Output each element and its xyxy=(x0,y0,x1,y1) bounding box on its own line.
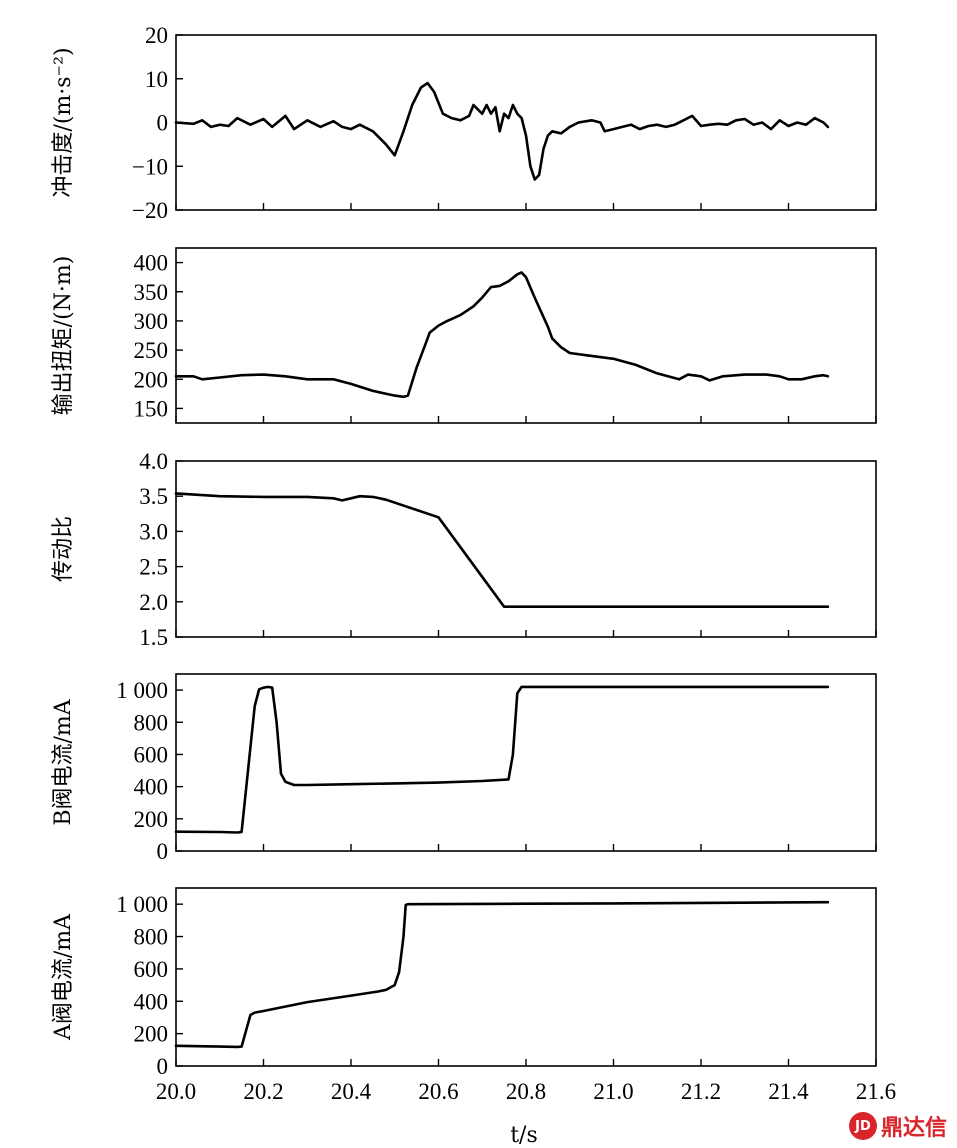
series-line xyxy=(174,492,830,608)
y-tick-label: 200 xyxy=(134,807,169,832)
plot-frame xyxy=(175,460,877,638)
y-tick-label: 0 xyxy=(157,839,169,864)
y-tick-label: 400 xyxy=(134,251,169,276)
plot-frame xyxy=(175,887,877,1067)
x-tick-label: 21.4 xyxy=(768,1079,809,1104)
y-tick-label: 1 000 xyxy=(116,678,168,703)
y-tick-label: 800 xyxy=(134,710,169,735)
y-tick-label: −10 xyxy=(132,154,168,179)
y-tick-label: 10 xyxy=(145,67,168,92)
y-tick-label: −20 xyxy=(132,198,168,223)
x-axis: 20.0 20.2 20.4 20.6 20.8 21.0 21.2 21.4 21.6 t/s xyxy=(156,1079,896,1148)
y-tick-label: 250 xyxy=(134,338,169,363)
series-line xyxy=(174,271,830,399)
y-tick-label: 2.0 xyxy=(139,590,168,615)
watermark: JD 鼎达信 xyxy=(848,1110,947,1142)
y-tick-label: 400 xyxy=(134,775,169,800)
x-tick-label: 21.6 xyxy=(856,1079,896,1104)
series-line xyxy=(174,900,830,1049)
y-tick-label: 600 xyxy=(134,742,169,767)
y-tick-label: 20 xyxy=(145,23,168,48)
x-tick-label: 20.2 xyxy=(243,1079,283,1104)
panel-4: 1 000 800 600 400 200 0 B阀电流/mA xyxy=(51,673,877,864)
y-tick-label: 200 xyxy=(134,1022,169,1047)
y-axis-title: A阀电流/mA xyxy=(51,913,76,1041)
x-tick-label: 20.4 xyxy=(331,1079,372,1104)
panel-2: 400 350 300 250 200 150 输出扭矩/(N·m) xyxy=(51,247,877,424)
x-axis-title: t/s xyxy=(510,1123,538,1148)
logo-icon: JD xyxy=(848,1112,877,1140)
y-tick-label: 300 xyxy=(134,309,169,334)
y-axis-title: 传动比 xyxy=(51,516,76,582)
y-tick-label: 3.0 xyxy=(139,519,168,544)
y-tick-label: 400 xyxy=(134,989,169,1014)
y-axis-title: 输出扭矩/(N·m) xyxy=(51,256,76,416)
x-tick-label: 21.2 xyxy=(681,1079,721,1104)
y-axis-title: 冲击度/(m·s⁻²) xyxy=(51,47,76,197)
x-tick-label: 21.0 xyxy=(593,1079,633,1104)
y-tick-label: 0 xyxy=(157,1054,169,1079)
y-tick-label: 150 xyxy=(134,396,169,421)
panel-1: 20 10 0 −10 −20 冲击度/(m·s⁻²) xyxy=(51,23,877,223)
y-tick-label: 600 xyxy=(134,957,169,982)
y-tick-label: 350 xyxy=(134,280,169,305)
y-tick-label: 1 000 xyxy=(116,892,168,917)
plot-frame xyxy=(175,247,877,424)
x-tick-label: 20.0 xyxy=(156,1079,196,1104)
y-tick-label: 0 xyxy=(157,111,169,136)
x-tick-label: 20.8 xyxy=(506,1079,546,1104)
y-tick-label: 4.0 xyxy=(139,449,168,474)
plot-frame xyxy=(175,34,877,211)
panels: 20 10 0 −10 −20 冲击度/(m·s⁻²) 400 350 300 250 200 150… xyxy=(51,23,877,1079)
x-tick-label: 20.6 xyxy=(418,1079,458,1104)
watermark-text: 鼎达信 xyxy=(880,1116,947,1141)
series-line xyxy=(174,685,830,834)
y-tick-label: 2.5 xyxy=(139,555,168,580)
y-tick-label: 800 xyxy=(134,925,169,950)
panel-5: 1 000 800 600 400 200 0 A阀电流/mA xyxy=(51,887,877,1079)
y-tick-label: 1.5 xyxy=(139,625,168,650)
y-tick-label: 200 xyxy=(134,367,169,392)
panel-3: 4.0 3.5 3.0 2.5 2.0 1.5 传动比 xyxy=(51,449,877,650)
series-line xyxy=(174,81,830,181)
y-tick-label: 3.5 xyxy=(139,484,168,509)
y-axis-title: B阀电流/mA xyxy=(51,698,76,825)
